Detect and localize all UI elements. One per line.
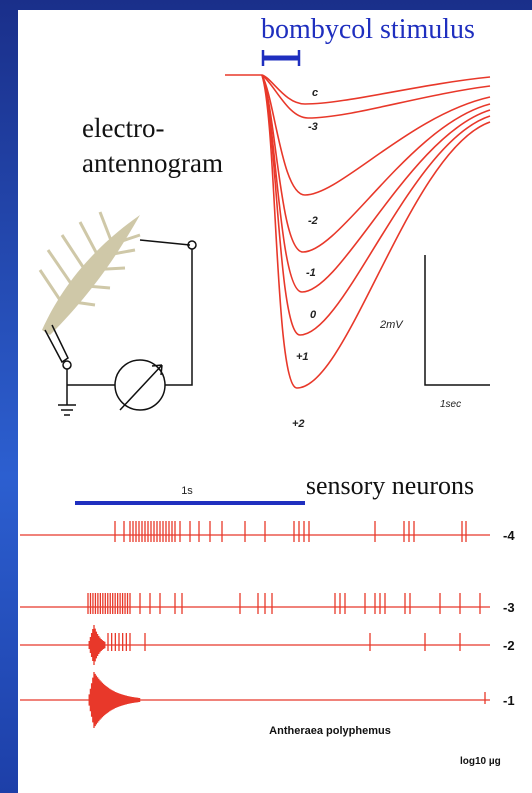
trace-label: -3 (503, 600, 515, 615)
unit-label: log10 µg (460, 756, 501, 767)
spike-trace (20, 521, 490, 542)
eag-curve (261, 74, 491, 389)
spike-traces (20, 521, 490, 728)
curve-label: -3 (308, 121, 318, 133)
curve-label: 0 (310, 309, 317, 321)
scale-bar (424, 255, 490, 386)
trace-label: -2 (503, 638, 515, 653)
spike-trace (20, 593, 490, 614)
eag-label: electro- (82, 113, 164, 143)
eag-label: antennogram (82, 148, 223, 178)
curve-label: -1 (306, 267, 316, 279)
stimulus-label: bombycol stimulus (261, 14, 475, 45)
curve-label: +2 (292, 418, 305, 430)
time-bar-label: 1s (181, 485, 193, 497)
species-label: Antheraea polyphemus (269, 725, 391, 737)
neurons-title: sensory neurons (306, 471, 474, 500)
eag-curve (261, 74, 491, 336)
eag-curve (225, 74, 491, 105)
curve-label: +1 (296, 351, 309, 363)
curve-label: -2 (308, 215, 318, 227)
scale-y-label: 2mV (379, 319, 404, 331)
scale-x-label: 1sec (440, 399, 461, 410)
antenna-setup (38, 211, 197, 416)
eag-curve (261, 74, 491, 196)
curve-label: c (312, 87, 318, 99)
eag-curve (261, 74, 491, 293)
eag-curves (225, 74, 491, 389)
trace-label: -1 (503, 693, 515, 708)
trace-label: -4 (503, 528, 515, 543)
spike-trace (20, 625, 490, 665)
eag-curve (261, 74, 491, 253)
spike-trace (20, 672, 490, 728)
eag-curve (261, 74, 491, 119)
